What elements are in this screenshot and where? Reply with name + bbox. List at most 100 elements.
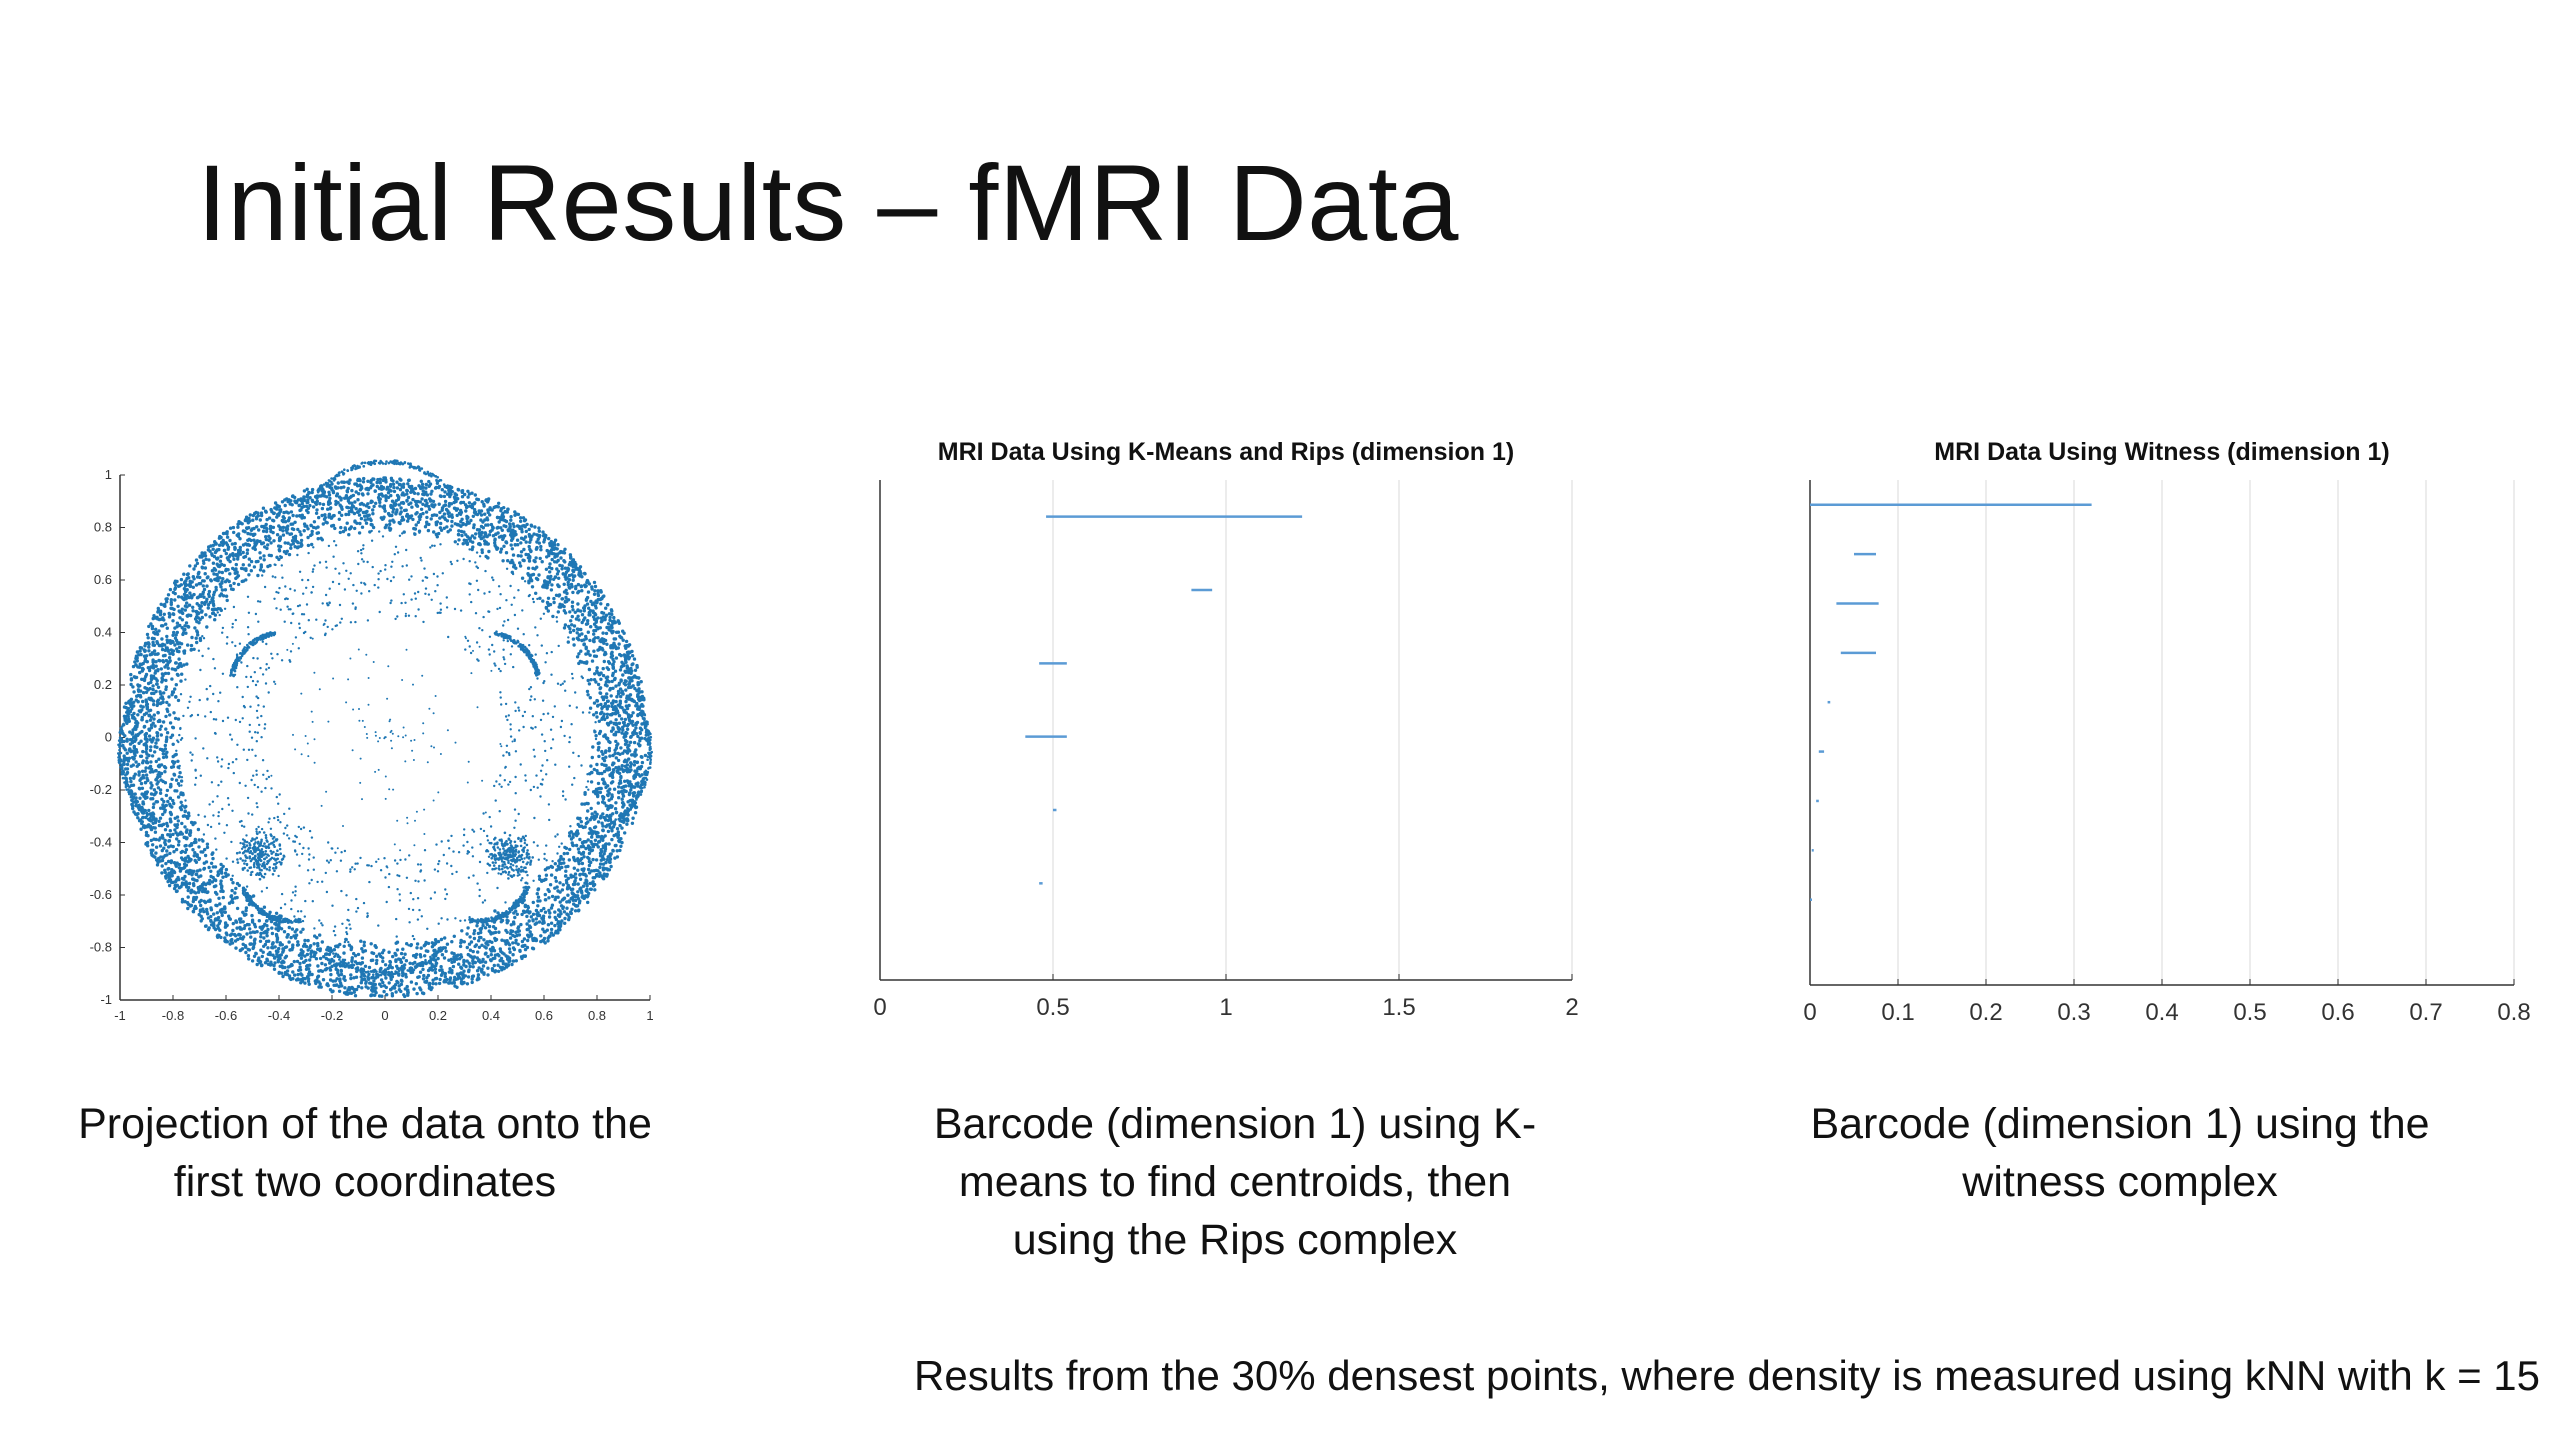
scatter-point bbox=[170, 651, 174, 655]
scatter-point bbox=[499, 526, 503, 530]
scatter-point bbox=[609, 864, 613, 869]
scatter-point bbox=[245, 548, 250, 552]
scatter-point bbox=[624, 784, 628, 788]
scatter-point bbox=[155, 734, 160, 738]
scatter-point bbox=[618, 668, 623, 672]
scatter-point bbox=[523, 954, 527, 958]
scatter-point bbox=[203, 572, 207, 576]
scatter-point bbox=[173, 643, 177, 647]
scatter-point bbox=[537, 535, 541, 539]
scatter-point bbox=[347, 510, 351, 514]
scatter-point bbox=[163, 828, 168, 832]
scatter-point bbox=[622, 631, 626, 635]
scatter-point bbox=[495, 515, 500, 520]
scatter-point bbox=[232, 557, 236, 561]
scatter-point bbox=[295, 928, 299, 932]
scatter-point bbox=[475, 497, 479, 501]
scatter-point bbox=[188, 581, 193, 585]
scatter-point bbox=[234, 576, 238, 581]
scatter-point bbox=[610, 654, 615, 658]
scatter-point bbox=[484, 498, 489, 502]
scatter-point bbox=[376, 477, 380, 482]
scatter-point bbox=[486, 966, 490, 970]
scatter-point bbox=[560, 919, 564, 923]
scatter-point bbox=[515, 912, 519, 916]
scatter-point bbox=[486, 943, 490, 947]
scatter-point bbox=[553, 923, 557, 928]
scatter-point bbox=[178, 610, 182, 614]
scatter-point bbox=[600, 610, 604, 615]
scatter-point bbox=[169, 784, 173, 788]
scatter-point bbox=[462, 963, 466, 967]
scatter-point bbox=[298, 961, 302, 966]
scatter-point bbox=[285, 497, 289, 501]
scatter-point bbox=[395, 979, 399, 984]
scatter-point bbox=[401, 956, 406, 960]
scatter-point bbox=[234, 934, 238, 938]
scatter-point bbox=[231, 881, 235, 885]
scatter-point bbox=[567, 858, 571, 862]
scatter-point bbox=[130, 732, 134, 736]
scatter-point bbox=[471, 965, 475, 969]
scatter-point bbox=[415, 991, 419, 996]
scatter-point bbox=[624, 699, 628, 704]
scatter-point bbox=[336, 481, 340, 485]
scatter-point bbox=[424, 486, 428, 490]
scatter-point bbox=[173, 598, 177, 602]
scatter-point bbox=[598, 686, 602, 691]
scatter-point bbox=[272, 963, 276, 968]
scatter-point bbox=[276, 960, 280, 964]
scatter-point bbox=[560, 567, 564, 571]
scatter-point bbox=[152, 630, 156, 635]
scatter-point bbox=[141, 699, 145, 704]
scatter-point bbox=[611, 662, 615, 666]
scatter-point bbox=[242, 926, 246, 931]
scatter-point bbox=[296, 940, 300, 944]
scatter-point bbox=[601, 752, 605, 756]
scatter-point bbox=[624, 660, 628, 664]
scatter-point bbox=[626, 813, 630, 817]
scatter-point bbox=[334, 967, 338, 971]
scatter-point bbox=[606, 603, 610, 607]
scatter-point bbox=[169, 820, 173, 824]
scatter-point bbox=[589, 828, 593, 832]
scatter-point bbox=[522, 537, 526, 542]
scatter-point bbox=[494, 532, 498, 536]
scatter-point bbox=[191, 910, 196, 914]
scatter-point bbox=[416, 520, 421, 524]
scatter-point bbox=[553, 876, 558, 880]
scatter-point bbox=[391, 510, 395, 514]
scatter-point bbox=[199, 903, 203, 908]
scatter-point bbox=[606, 789, 610, 793]
scatter-point bbox=[435, 535, 439, 539]
scatter-point bbox=[261, 506, 266, 510]
scatter-point bbox=[286, 965, 291, 969]
scatter-point bbox=[235, 895, 239, 900]
scatter-point bbox=[262, 554, 266, 558]
scatter-point bbox=[163, 770, 167, 774]
scatter-point bbox=[514, 512, 519, 516]
scatter-point bbox=[307, 967, 311, 971]
scatter-point bbox=[293, 973, 297, 977]
scatter-point bbox=[175, 883, 179, 887]
scatter-point bbox=[425, 493, 430, 497]
scatter-point bbox=[339, 496, 343, 500]
scatter-point bbox=[191, 899, 195, 904]
scatter-point bbox=[484, 946, 488, 950]
scatter-point bbox=[161, 624, 165, 628]
scatter-point bbox=[182, 814, 187, 818]
scatter-point bbox=[423, 954, 427, 958]
scatter-point bbox=[167, 660, 172, 664]
scatter-point bbox=[599, 620, 604, 624]
scatter-point bbox=[536, 577, 540, 582]
scatter-point bbox=[566, 913, 570, 917]
scatter-point bbox=[539, 544, 543, 549]
scatter-point bbox=[155, 632, 160, 636]
scatter-point bbox=[134, 733, 138, 737]
scatter-point bbox=[587, 863, 592, 868]
scatter-point bbox=[610, 701, 614, 705]
scatter-point bbox=[592, 649, 596, 653]
scatter-point bbox=[572, 855, 576, 860]
scatter-point bbox=[164, 678, 168, 683]
scatter-point bbox=[255, 525, 259, 529]
